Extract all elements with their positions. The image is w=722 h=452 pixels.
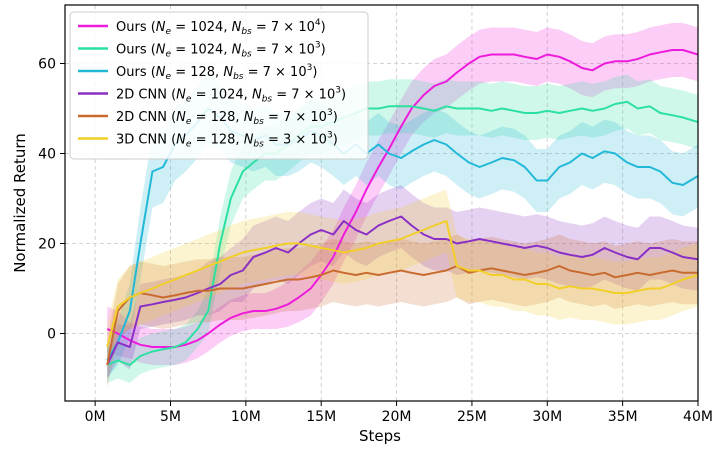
- legend-entry: Ours (Ne = 1024, Nbs = 7 × 104): [116, 18, 326, 37]
- y-tick-label: 40: [38, 147, 56, 163]
- series-line: [106, 220, 698, 348]
- plot-border: [64, 4, 699, 402]
- x-tick-label: 35M: [608, 409, 638, 425]
- series-line: [106, 49, 698, 348]
- x-axis-ticks: 0M 5M 10M 15M 20M 25M 30M 35M 40M: [85, 401, 713, 425]
- series-band: [107, 234, 698, 388]
- legend-entry: Ours (Ne = 128, Nbs = 7 × 103): [116, 63, 317, 82]
- series-line: [106, 265, 698, 366]
- y-tick-label: 20: [38, 237, 56, 253]
- x-tick-label: 40M: [683, 409, 713, 425]
- x-tick-label: 25M: [457, 409, 487, 425]
- series-line: [106, 100, 698, 366]
- y-axis-ticks: 0 20 40 60: [38, 57, 65, 343]
- x-tick-label: 0M: [85, 409, 106, 425]
- x-axis-title: Steps: [359, 427, 401, 445]
- series-band: [107, 185, 698, 379]
- legend-entry: 2D CNN (Ne = 128, Nbs = 7 × 103): [116, 108, 338, 127]
- x-tick-label: 15M: [306, 409, 336, 425]
- y-tick-label: 0: [47, 327, 56, 343]
- legend-entry: 3D CNN (Ne = 128, Nbs = 3 × 103): [116, 131, 338, 150]
- series-band: [107, 23, 698, 365]
- y-tick-label: 60: [38, 57, 56, 73]
- legend: Ours (Ne = 1024, Nbs = 7 × 104) Ours (Ne …: [69, 11, 369, 160]
- legend-entry: 2D CNN (Ne = 1024, Nbs = 7 × 103): [116, 86, 346, 105]
- x-tick-label: 20M: [382, 409, 412, 425]
- x-tick-label: 10M: [231, 409, 261, 425]
- legend-box: [69, 11, 369, 160]
- y-axis-title: Normalized Return: [11, 133, 29, 273]
- series-band: [107, 189, 698, 370]
- x-tick-label: 5M: [160, 409, 181, 425]
- x-tick-label: 30M: [532, 409, 562, 425]
- legend-entry: Ours (Ne = 1024, Nbs = 7 × 103): [116, 41, 326, 60]
